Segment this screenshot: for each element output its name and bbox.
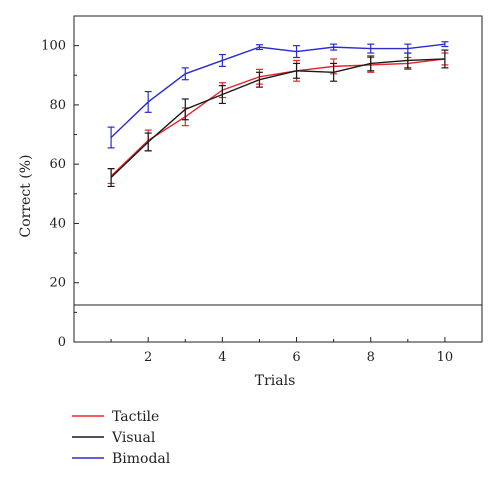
y-tick-label: 20 (49, 276, 66, 291)
y-axis: 0 20 40 60 80 100 (41, 39, 79, 350)
y-tick-label: 100 (41, 39, 66, 54)
legend: Tactile Visual Bimodal (72, 409, 171, 467)
y-tick-label: 80 (49, 98, 66, 113)
x-tick-label: 10 (437, 350, 454, 365)
series-line-tactile (110, 58, 445, 177)
legend-label-visual: Visual (111, 430, 156, 446)
series-line-visual (110, 58, 445, 179)
x-tick-label: 8 (367, 350, 375, 365)
plot-area: 0 20 40 60 80 100 2 4 6 8 10 (41, 15, 483, 365)
x-tick-label: 4 (218, 350, 226, 365)
x-tick-label: 6 (292, 350, 300, 365)
series-group (107, 41, 449, 188)
x-axis: 2 4 6 8 10 (110, 337, 454, 365)
series-line-bimodal (110, 43, 445, 139)
y-tick-label: 40 (49, 216, 66, 231)
plot-frame (73, 15, 483, 343)
series-visual (107, 49, 449, 188)
y-tick-label: 60 (49, 157, 66, 172)
x-tick-label: 2 (144, 350, 152, 365)
series-bimodal (107, 41, 449, 149)
legend-label-tactile: Tactile (112, 409, 159, 425)
x-axis-label: Trials (255, 373, 296, 389)
y-axis-label: Correct (%) (18, 155, 34, 238)
y-tick-label: 0 (58, 335, 66, 350)
series-tactile (107, 52, 449, 185)
legend-label-bimodal: Bimodal (112, 451, 171, 467)
